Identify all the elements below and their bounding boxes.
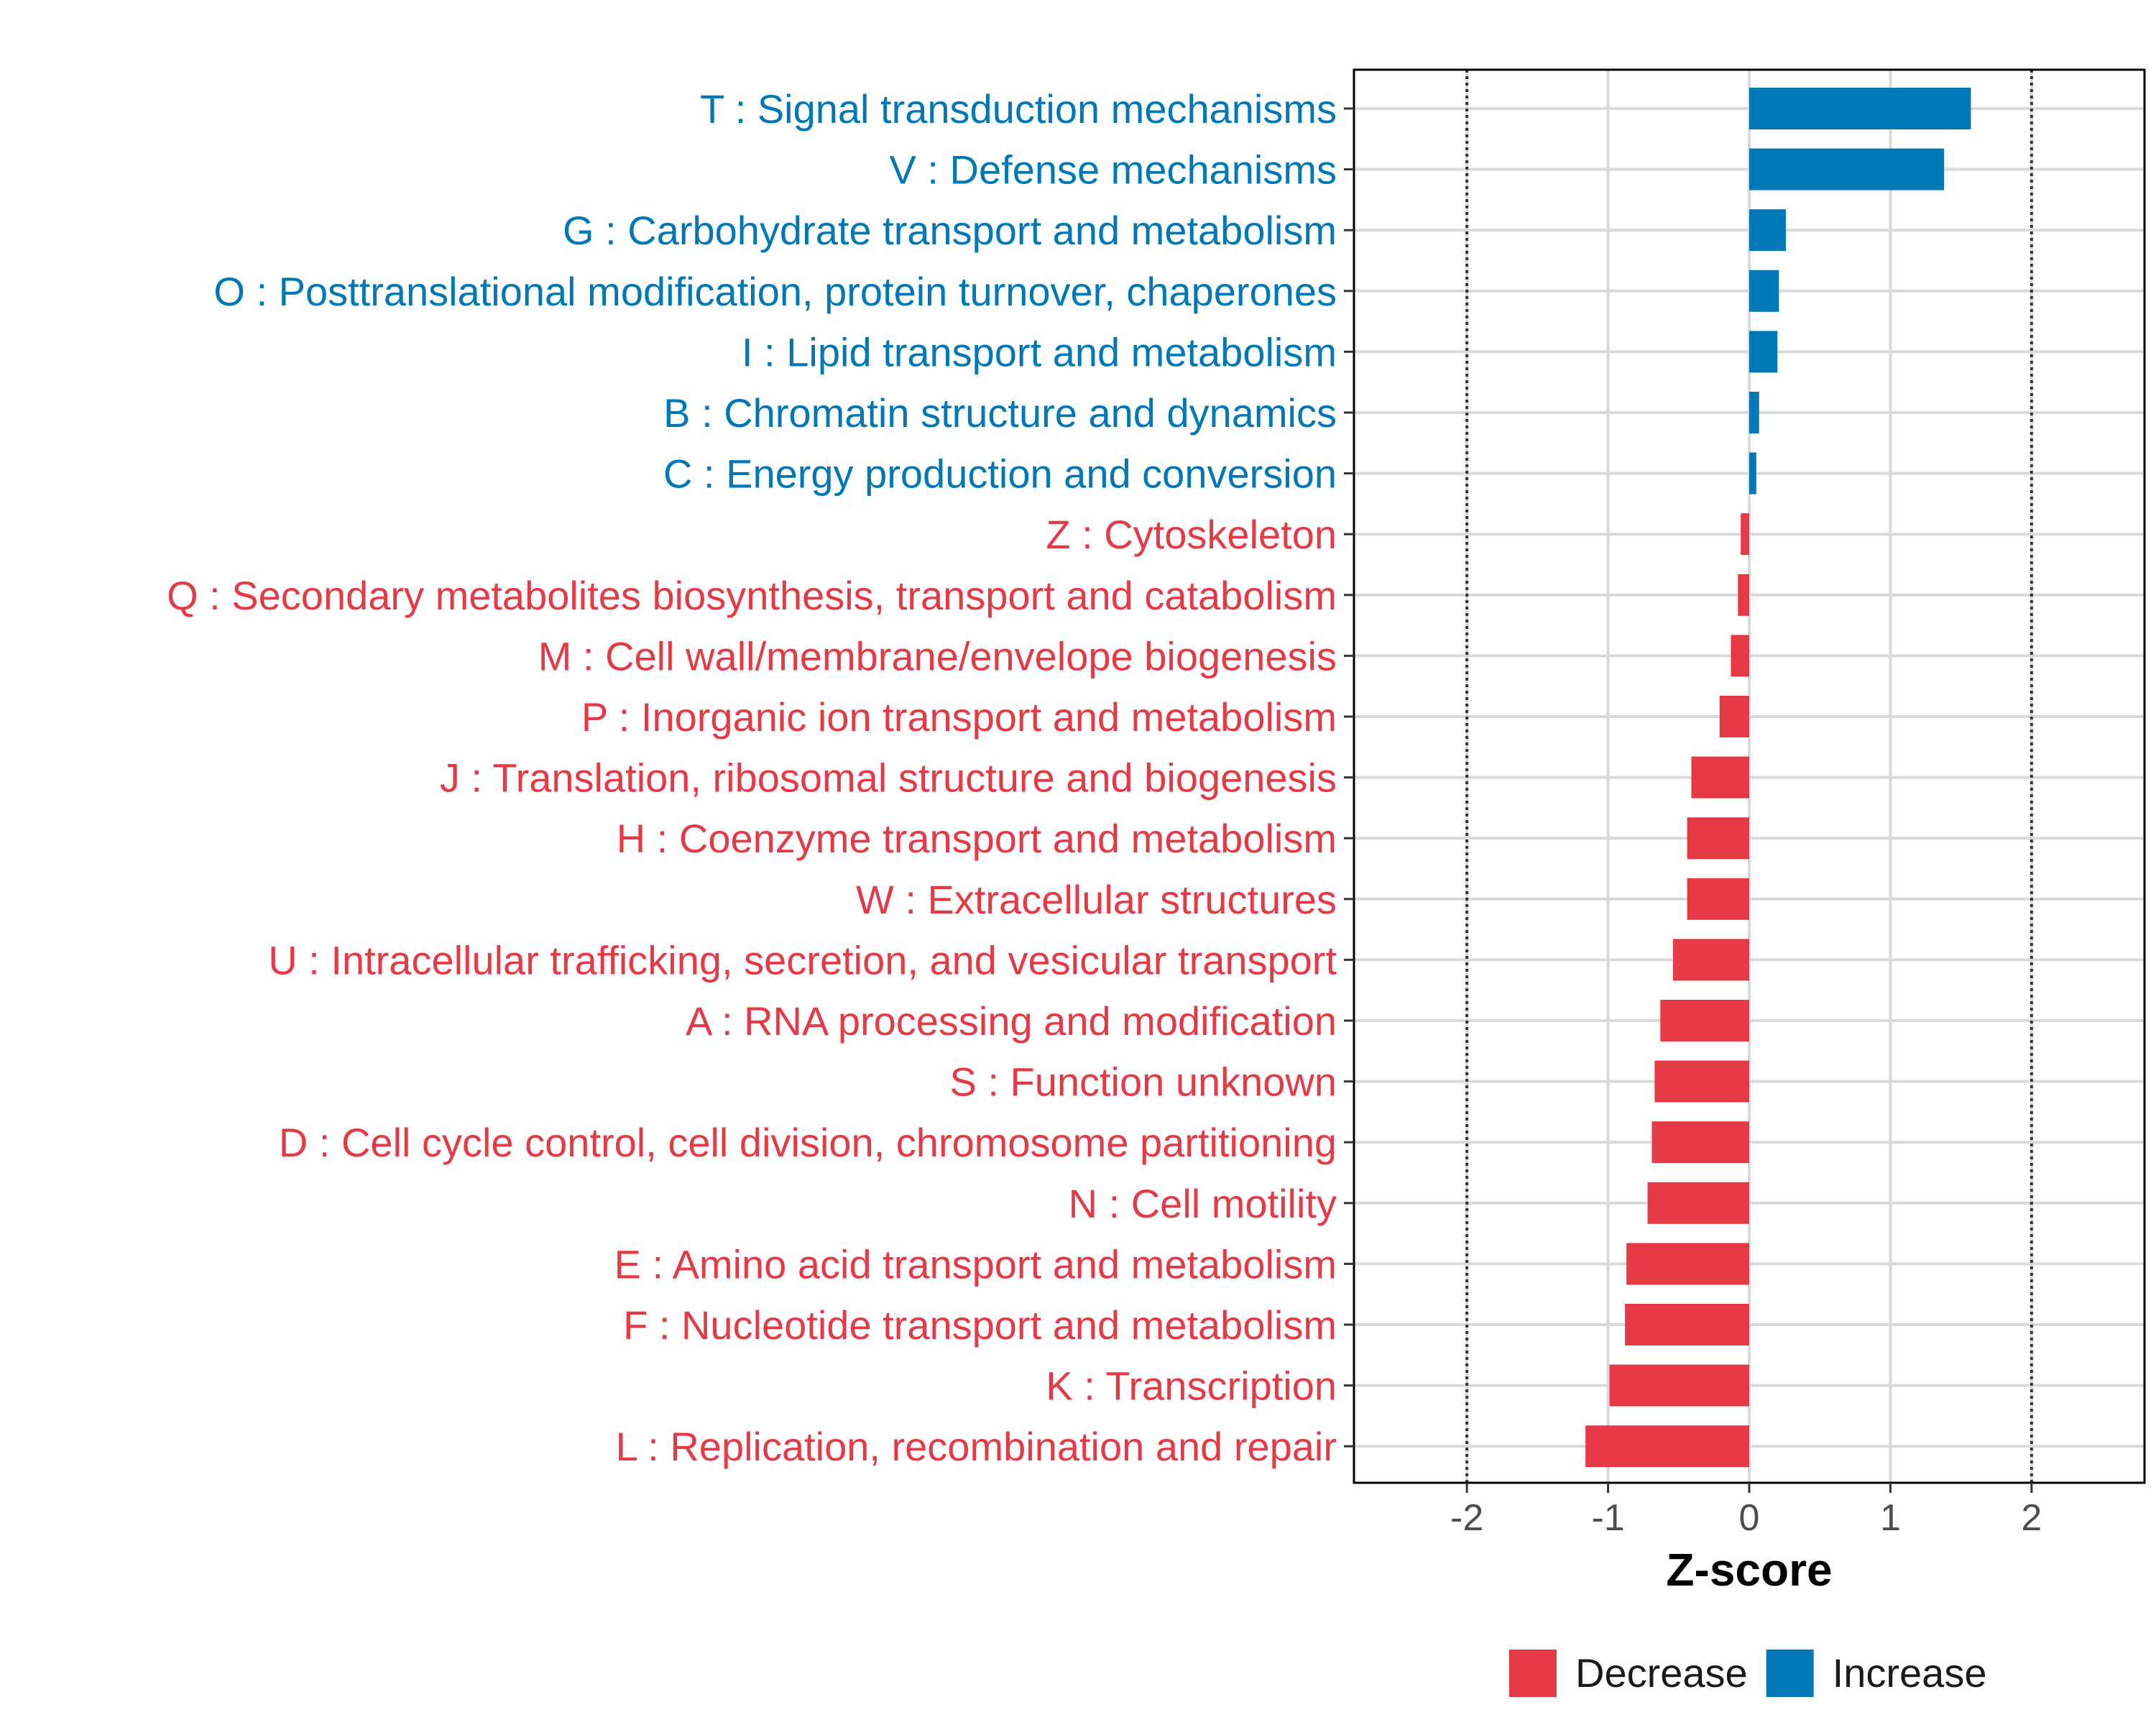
legend-label-increase: Increase [1833, 1650, 1987, 1696]
category-label-j: J : Translation, ribosomal structure and… [440, 755, 1337, 801]
category-label-n: N : Cell motility [1069, 1181, 1337, 1226]
category-label-u: U : Intracellular trafficking, secretion… [268, 937, 1337, 983]
bar-p [1719, 696, 1749, 737]
category-label-w: W : Extracellular structures [856, 877, 1337, 922]
bar-n [1647, 1182, 1749, 1224]
y-axis-category-labels: T : Signal transduction mechanisms V : De… [167, 86, 1337, 1469]
category-label-h: H : Coenzyme transport and metabolism [617, 816, 1337, 861]
category-label-g: G : Carbohydrate transport and metabolis… [563, 208, 1337, 253]
category-label-p: P : Inorganic ion transport and metaboli… [581, 694, 1337, 740]
bar-i [1749, 331, 1778, 373]
y-axis-ticks [1344, 107, 1354, 1448]
bar-h [1687, 817, 1749, 860]
bar-t [1749, 88, 1971, 129]
category-label-t: T : Signal transduction mechanisms [700, 86, 1337, 132]
bar-d [1651, 1121, 1749, 1164]
category-label-v: V : Defense mechanisms [890, 147, 1337, 193]
bar-o [1749, 270, 1779, 312]
bar-l [1585, 1425, 1749, 1468]
x-axis-ticks: -2 -1 0 1 2 [1450, 1483, 2042, 1539]
x-tick-label: 2 [2021, 1497, 2042, 1539]
bars [1585, 88, 1971, 1468]
bar-b [1749, 392, 1759, 433]
bar-z [1741, 513, 1749, 556]
bar-e [1626, 1243, 1749, 1285]
bar-f [1625, 1304, 1749, 1346]
bar-m [1731, 635, 1749, 677]
legend-label-decrease: Decrease [1575, 1650, 1748, 1696]
category-label-k: K : Transcription [1046, 1363, 1337, 1409]
category-label-q: Q : Secondary metabolites biosynthesis, … [167, 573, 1337, 618]
legend-key-decrease [1509, 1650, 1557, 1697]
category-label-i: I : Lipid transport and metabolism [742, 329, 1337, 374]
bar-v [1749, 148, 1945, 190]
bar-a [1660, 1000, 1749, 1041]
reference-lines [1465, 70, 2033, 1483]
legend: Decrease Increase [1509, 1650, 1986, 1697]
x-tick-label: 1 [1880, 1497, 1901, 1539]
x-tick-label: -2 [1450, 1497, 1483, 1539]
category-label-m: M : Cell wall/membrane/envelope biogenes… [538, 633, 1337, 678]
bar-u [1672, 939, 1749, 981]
category-label-e: E : Amino acid transport and metabolism [614, 1241, 1337, 1287]
x-tick-label: -1 [1591, 1497, 1624, 1539]
category-label-d: D : Cell cycle control, cell division, c… [279, 1120, 1337, 1165]
bar-w [1687, 878, 1749, 920]
category-label-c: C : Energy production and conversion [663, 451, 1337, 497]
bar-j [1691, 756, 1749, 799]
x-axis-title: Z-score [1666, 1544, 1832, 1596]
bar-c [1749, 452, 1756, 494]
bar-s [1654, 1060, 1749, 1103]
category-label-z: Z : Cytoskeleton [1046, 512, 1337, 557]
bar-k [1609, 1364, 1749, 1407]
legend-key-increase [1766, 1650, 1814, 1697]
category-label-s: S : Function unknown [949, 1059, 1337, 1105]
category-label-f: F : Nucleotide transport and metabolism [623, 1302, 1337, 1348]
category-label-o: O : Posttranslational modification, prot… [213, 269, 1337, 314]
category-label-a: A : RNA processing and modification [686, 998, 1337, 1044]
x-tick-label: 0 [1739, 1497, 1760, 1539]
category-label-l: L : Replication, recombination and repai… [616, 1424, 1337, 1469]
bar-g [1749, 209, 1787, 252]
category-label-b: B : Chromatin structure and dynamics [663, 390, 1337, 436]
bar-q [1738, 574, 1749, 616]
